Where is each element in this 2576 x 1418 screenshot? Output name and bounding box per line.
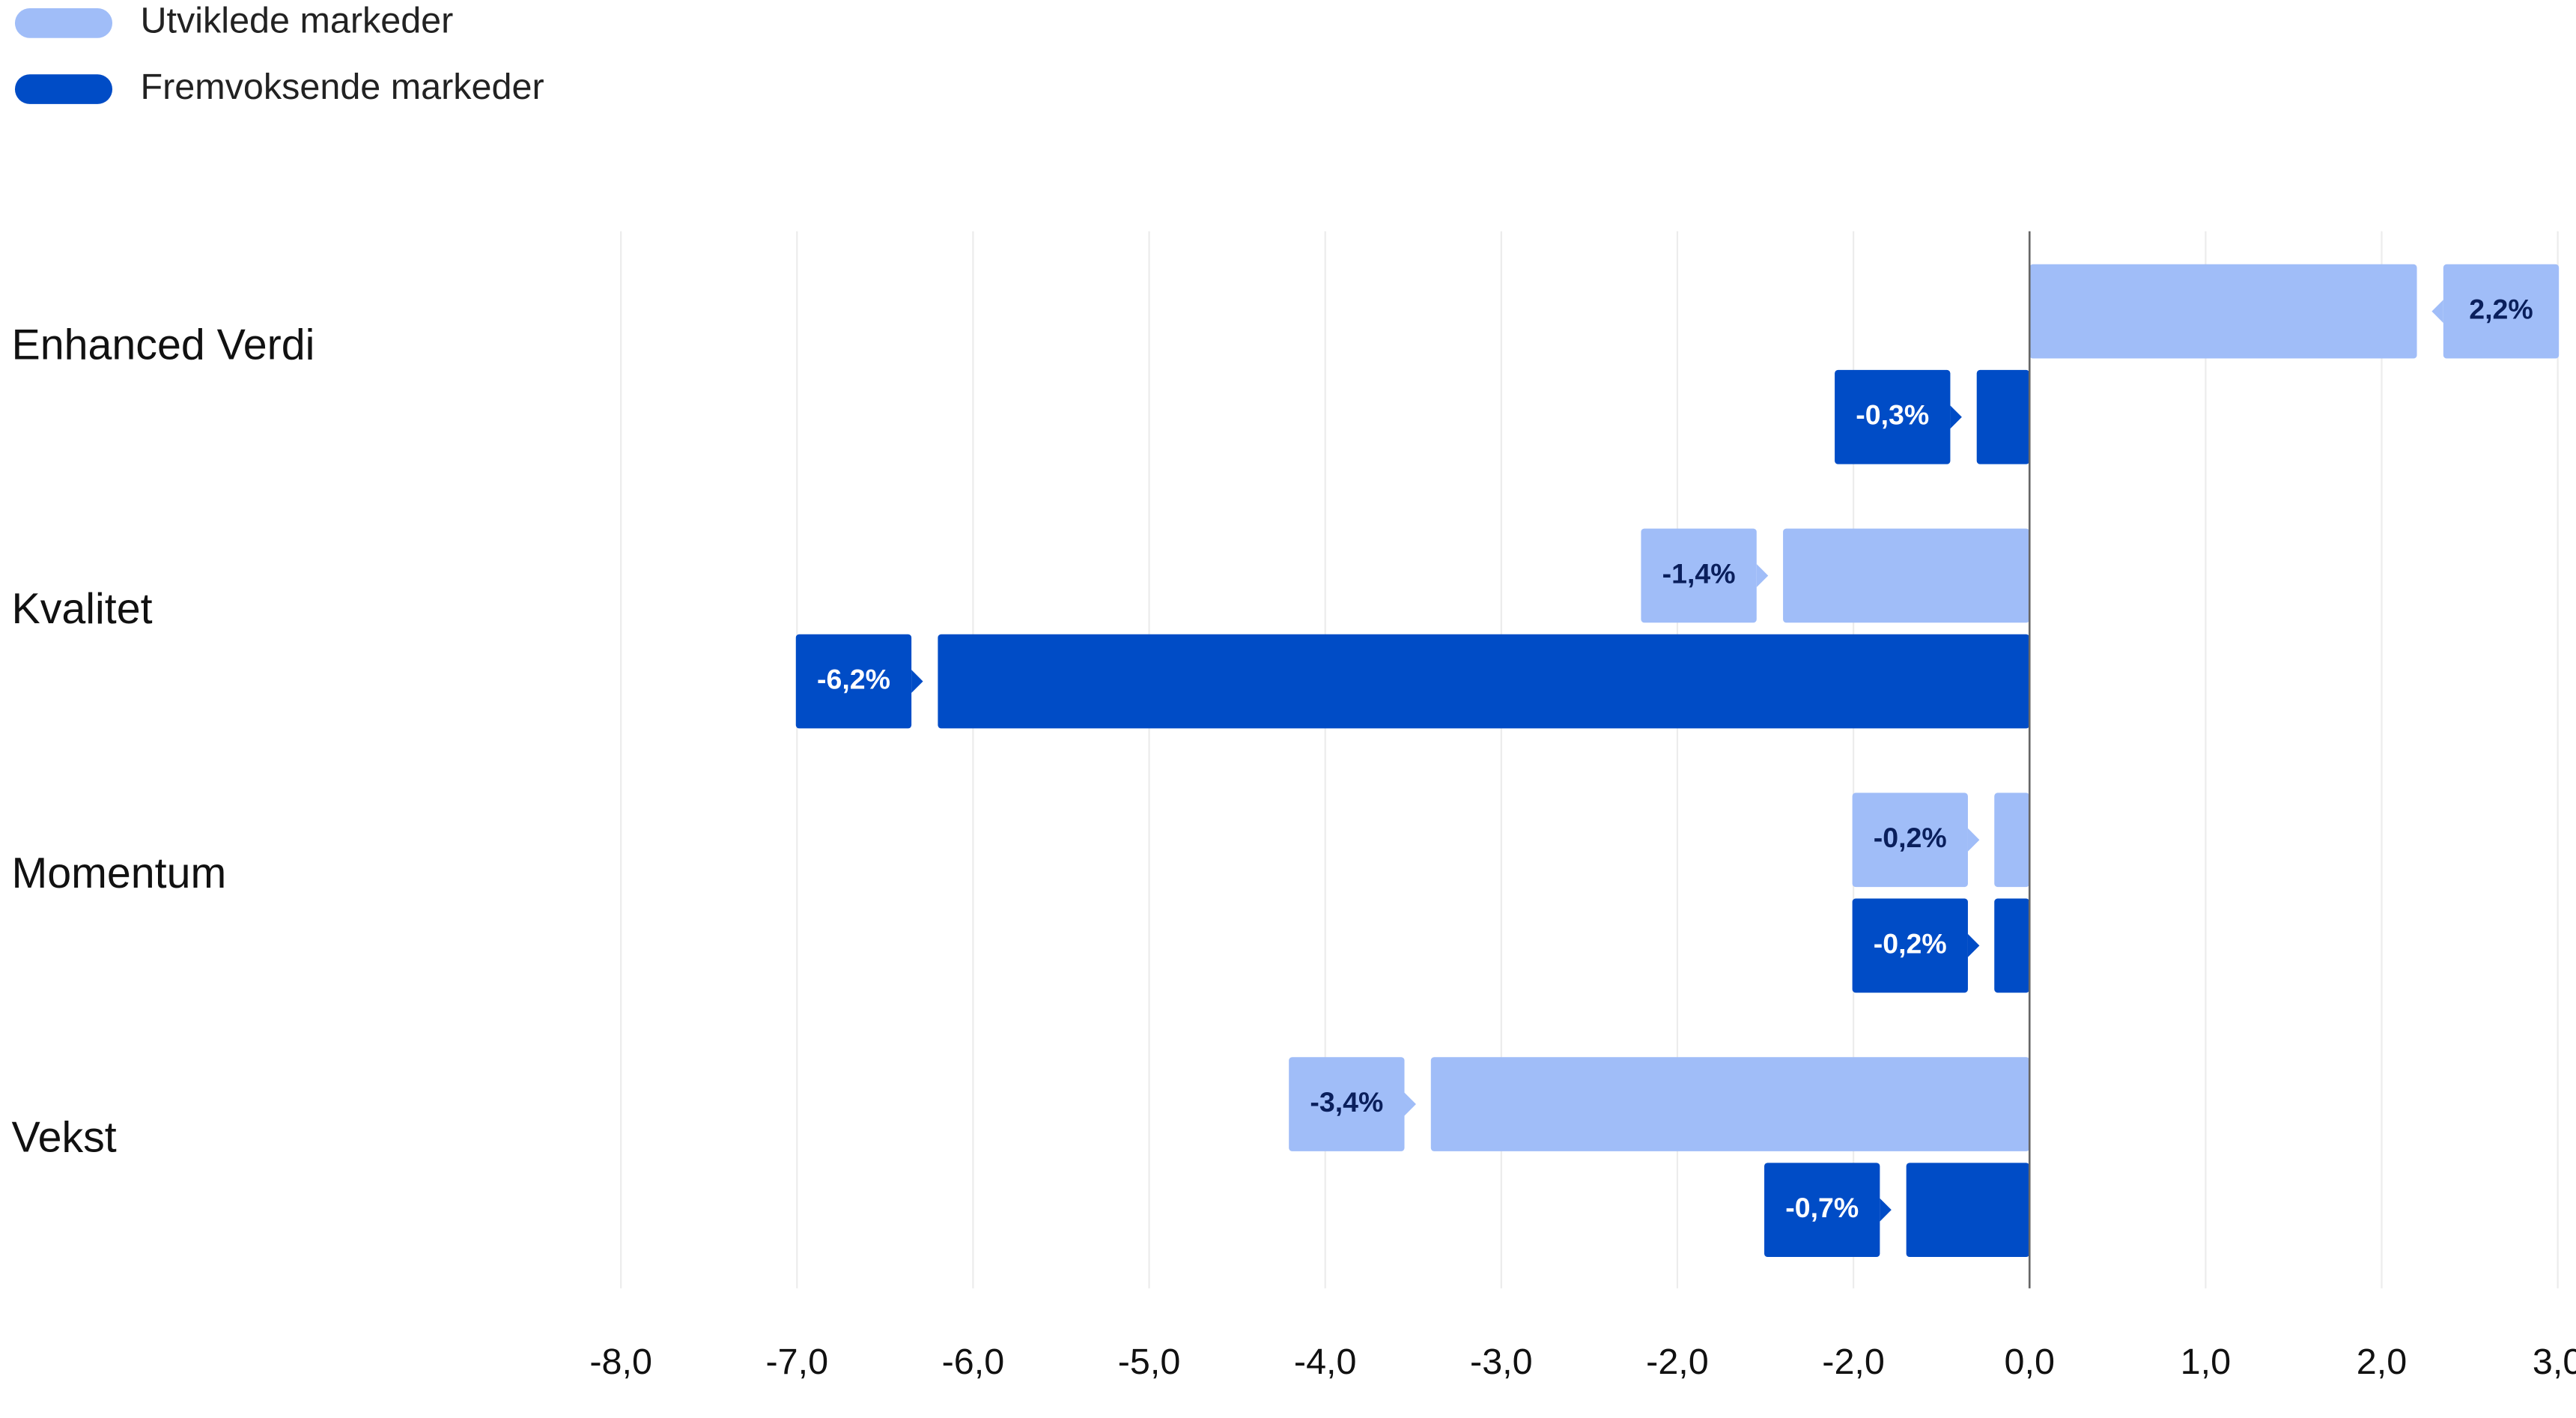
x-tick-label: -2,0: [1822, 1342, 1885, 1382]
x-tick-label: 1,0: [2181, 1342, 2231, 1382]
label-box: [1852, 793, 1968, 888]
label-pointer: [1880, 1198, 1892, 1222]
x-tick-label: -4,0: [1294, 1342, 1357, 1382]
label-pointer: [2431, 300, 2443, 324]
x-tick-label: -6,0: [942, 1342, 1005, 1382]
value-label: -0,3%: [1856, 399, 1929, 431]
category-label: Enhanced Verdi: [12, 321, 315, 369]
category-label: Vekst: [12, 1114, 117, 1162]
category-label: Kvalitet: [12, 585, 153, 633]
value-label: -1,4%: [1662, 557, 1736, 589]
label-box: [1852, 898, 1968, 993]
label-pointer: [911, 670, 923, 694]
legend-swatch: [14, 8, 113, 38]
bar: [2029, 264, 2417, 359]
bar: [1976, 369, 2030, 464]
bar: [1994, 793, 2030, 888]
value-label: -0,2%: [1874, 927, 1947, 959]
x-tick-label: 2,0: [2357, 1342, 2407, 1382]
label-pointer: [1404, 1092, 1416, 1116]
label-box: [1289, 1057, 1405, 1151]
value-label: -0,7%: [1785, 1192, 1859, 1223]
bar: [1430, 1057, 2030, 1151]
label-box: [795, 634, 912, 729]
legend-swatch: [14, 74, 113, 104]
bar: [1783, 528, 2030, 623]
value-label: -6,2%: [817, 663, 890, 694]
x-tick-label: -2,0: [1646, 1342, 1709, 1382]
bar: [1906, 1163, 2030, 1258]
x-tick-label: -8,0: [589, 1342, 652, 1382]
label-box: [2443, 264, 2560, 359]
label-box: [1764, 1163, 1880, 1258]
value-label: -3,4%: [1310, 1086, 1383, 1118]
label-box: [1641, 528, 1757, 623]
x-tick-label: 0,0: [2005, 1342, 2055, 1382]
legend-label: Utviklede markeder: [141, 1, 454, 41]
label-pointer: [1967, 933, 1980, 957]
label-box: [1835, 369, 1951, 464]
bar: [1994, 898, 2030, 993]
x-tick-label: -7,0: [766, 1342, 829, 1382]
x-tick-label: -3,0: [1470, 1342, 1533, 1382]
value-label: 2,2%: [2469, 294, 2533, 325]
legend-label: Fremvoksende markeder: [141, 67, 544, 107]
bar: [938, 634, 2030, 729]
x-tick-label: -5,0: [1118, 1342, 1181, 1382]
label-pointer: [1756, 564, 1769, 587]
value-label: -0,2%: [1874, 822, 1947, 853]
label-pointer: [1967, 828, 1980, 852]
label-pointer: [1950, 405, 1962, 429]
x-tick-label: 3,0: [2533, 1342, 2576, 1382]
category-label: Momentum: [12, 849, 227, 897]
